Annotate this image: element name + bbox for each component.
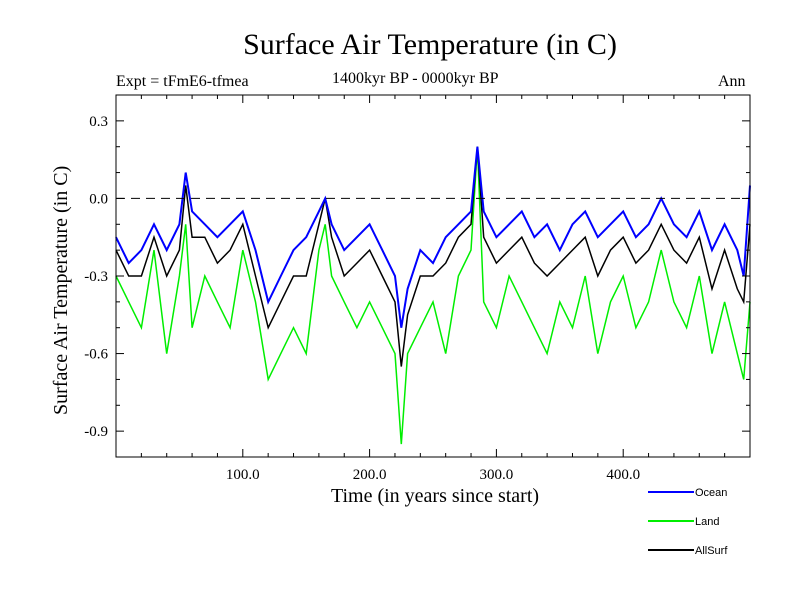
y-tick-label: -0.3 [84, 269, 108, 285]
x-axis-label: Time (in years since start) [330, 485, 540, 507]
chart-title: Surface Air Temperature (in C) [243, 28, 617, 61]
y-tick-label: 0.0 [89, 191, 108, 207]
series-line-ocean [115, 146, 751, 328]
x-tick-label: 400.0 [606, 467, 640, 483]
x-tick-label: 100.0 [226, 467, 260, 483]
y-axis-label: Surface Air Temperature (in C) [50, 165, 72, 415]
x-tick-label: 300.0 [480, 467, 514, 483]
series-line-allsurf [115, 146, 751, 367]
y-tick-label: -0.9 [84, 424, 108, 440]
series-line-land [115, 146, 751, 445]
axis-ticks: 100.0 200.0 300.0 400.0 0.3 0.0 -0.3 -0.6 -0.9 [84, 95, 750, 483]
experiment-label: Expt = tFmE6-tfmea [116, 73, 249, 90]
legend-label-allsurf: AllSurf [695, 545, 728, 557]
legend-label-ocean: Ocean [695, 487, 727, 499]
legend: Ocean Land AllSurf [648, 487, 728, 557]
season-label: Ann [718, 73, 746, 90]
legend-label-land: Land [695, 516, 719, 528]
x-tick-label: 200.0 [353, 467, 387, 483]
y-tick-label: -0.6 [84, 347, 108, 363]
y-tick-label: 0.3 [89, 114, 108, 130]
series-layer [115, 146, 751, 445]
period-label: 1400kyr BP - 0000kyr BP [332, 70, 499, 87]
